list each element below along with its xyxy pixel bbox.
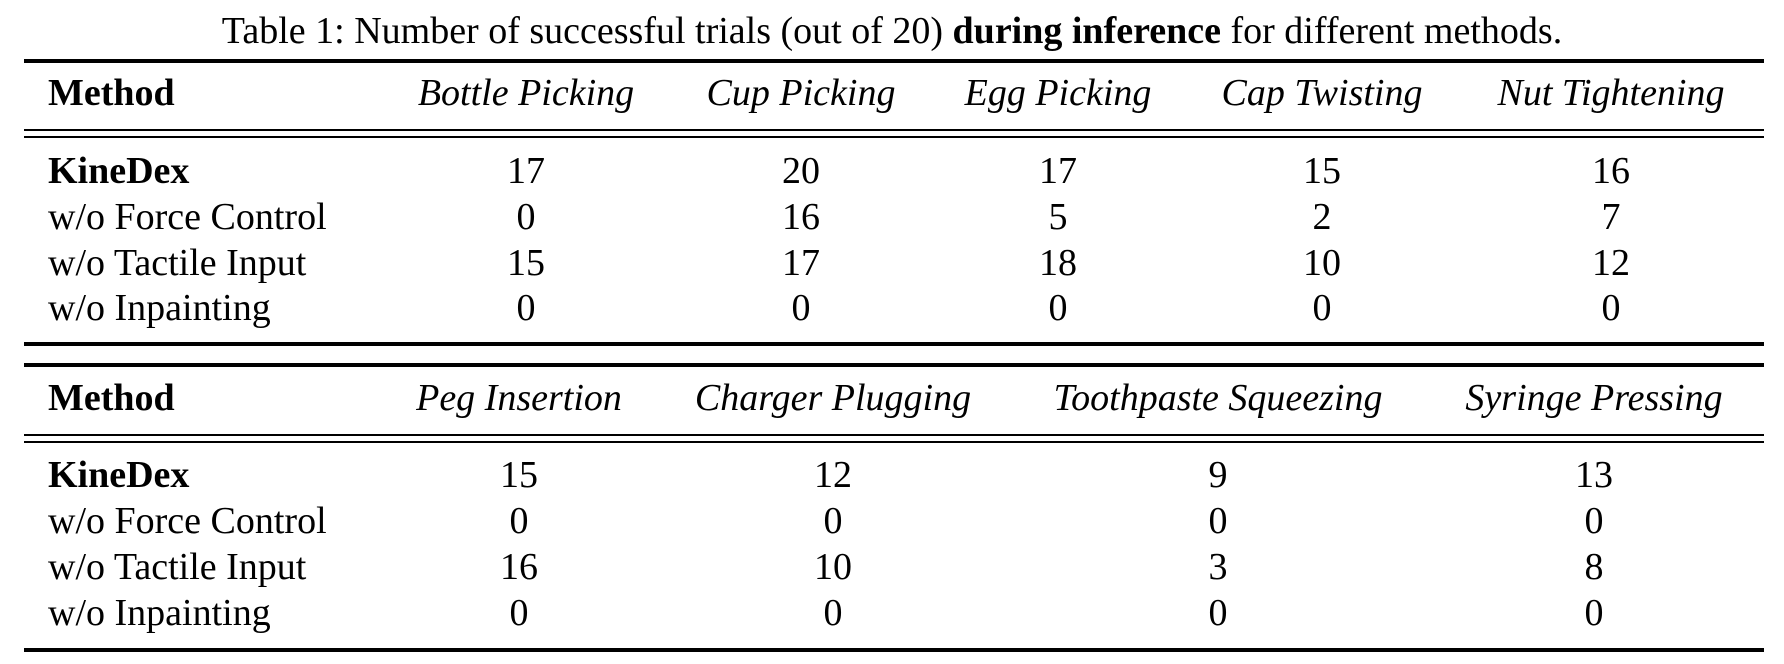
table2-header-row: Method Peg Insertion Charger Plugging To… [0,375,1784,421]
table2-header-rule-2 [24,441,1764,443]
row-method: w/o Tactile Input [48,546,307,588]
row-value: 12 [1592,242,1630,284]
row-value: 3 [1208,546,1228,588]
row-value: 0 [1584,592,1604,634]
row-value: 0 [791,287,811,329]
row-value: 0 [516,196,536,238]
table2-col-toothpaste-squeezing: Toothpaste Squeezing [1053,377,1383,419]
row-value: 0 [516,287,536,329]
row-value: 0 [509,592,529,634]
table1-method-header: Method [48,72,175,114]
row-value: 0 [1048,287,1068,329]
row-value: 0 [1601,287,1621,329]
table2-header-rule-1 [24,434,1764,436]
table1-col-egg-picking: Egg Picking [964,72,1152,114]
row-value: 17 [507,150,545,192]
table-row: KineDex 15 12 9 13 [0,452,1784,498]
table1-col-cap-twisting: Cap Twisting [1221,72,1423,114]
table1-header-rule-1 [24,129,1764,131]
table-row: w/o Tactile Input 15 17 18 10 12 [0,240,1784,286]
row-value: 0 [509,500,529,542]
row-value: 0 [823,500,843,542]
row-method: w/o Inpainting [48,287,271,329]
table2-col-syringe-pressing: Syringe Pressing [1465,377,1723,419]
row-value: 0 [1208,592,1228,634]
table-row: KineDex 17 20 17 15 16 [0,148,1784,194]
row-value: 13 [1575,454,1613,496]
row-method: KineDex [48,150,190,192]
row-value: 8 [1584,546,1604,588]
caption-prefix: Table 1: Number of successful trials (ou… [221,10,953,52]
row-value: 9 [1208,454,1228,496]
row-value: 10 [814,546,852,588]
table1-col-cup-picking: Cup Picking [706,72,896,114]
row-value: 18 [1039,242,1077,284]
row-method: w/o Inpainting [48,592,271,634]
row-value: 12 [814,454,852,496]
table2-method-header: Method [48,377,175,419]
row-value: 20 [782,150,820,192]
row-value: 16 [782,196,820,238]
table1-col-nut-tightening: Nut Tightening [1497,72,1725,114]
row-method: w/o Force Control [48,500,327,542]
table-caption: Table 1: Number of successful trials (ou… [0,4,1784,58]
table1-header-rule-2 [24,136,1764,138]
table2-top-rule [24,363,1764,367]
table1-top-rule [24,59,1764,63]
table1-bottom-rule [24,342,1764,346]
row-value: 15 [507,242,545,284]
row-value: 0 [1208,500,1228,542]
row-value: 15 [1303,150,1341,192]
row-value: 0 [1312,287,1332,329]
row-value: 16 [1592,150,1630,192]
table1-col-bottle-picking: Bottle Picking [417,72,635,114]
row-method: KineDex [48,454,190,496]
caption-suffix: for different methods. [1221,10,1563,52]
table-row: w/o Inpainting 0 0 0 0 0 [0,285,1784,331]
row-value: 15 [500,454,538,496]
row-value: 5 [1048,196,1068,238]
row-value: 2 [1312,196,1332,238]
table2-col-peg-insertion: Peg Insertion [416,377,622,419]
table1-header-row: Method Bottle Picking Cup Picking Egg Pi… [0,70,1784,116]
caption-bold: during inference [952,10,1221,52]
table-row: w/o Tactile Input 16 10 3 8 [0,544,1784,590]
row-value: 10 [1303,242,1341,284]
row-value: 0 [823,592,843,634]
row-value: 7 [1601,196,1621,238]
row-method: w/o Tactile Input [48,242,307,284]
table2-col-charger-plugging: Charger Plugging [694,377,972,419]
table-row: w/o Force Control 0 0 0 0 [0,498,1784,544]
row-value: 17 [1039,150,1077,192]
table-row: w/o Inpainting 0 0 0 0 [0,590,1784,636]
row-method: w/o Force Control [48,196,327,238]
table-row: w/o Force Control 0 16 5 2 7 [0,194,1784,240]
table2-bottom-rule [24,648,1764,652]
row-value: 17 [782,242,820,284]
row-value: 16 [500,546,538,588]
row-value: 0 [1584,500,1604,542]
